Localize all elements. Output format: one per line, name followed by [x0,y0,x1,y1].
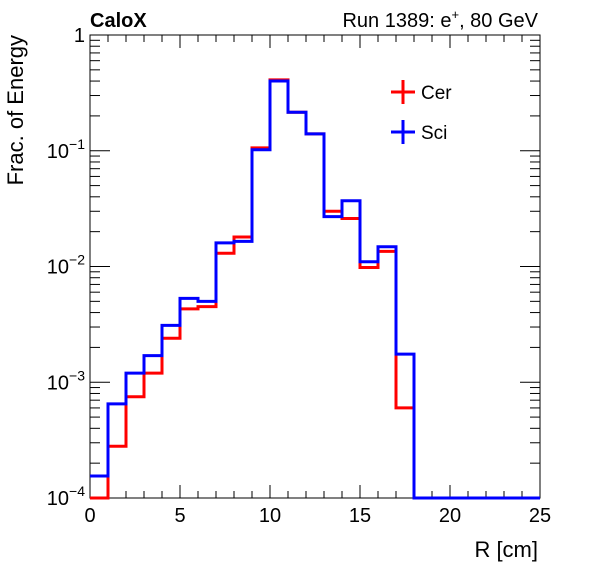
y-tick-label: 10−1 [47,136,85,163]
x-tick-label: 0 [84,505,95,527]
run-label: Run 1389: e+, 80 GeV [342,7,538,32]
legend: Cer Sci [391,80,452,144]
y-tick-label: 10−2 [47,252,85,279]
series-layer [90,78,540,500]
x-tick-label: 5 [174,505,185,527]
y-tick-label: 10−3 [47,367,85,394]
y-tick-label: 1 [74,25,85,47]
y-tick-label: 10−4 [47,483,85,510]
x-tick-label: 10 [259,505,281,527]
plot-frame [89,34,541,499]
x-tick-label: 20 [439,505,461,527]
plot-area-border [89,34,541,499]
calox-label: CaloX [90,10,147,32]
series-cer-line [90,78,540,500]
run-label-suffix: , 80 GeV [459,10,539,32]
legend-label-cer: Cer [421,83,452,104]
y-axis-label: Frac. of Energy [3,35,28,185]
run-label-sup: + [451,7,459,22]
x-tick-label: 25 [529,505,551,527]
x-axis-label: R [cm] [474,537,538,562]
run-label-prefix: Run 1389: e [342,10,451,32]
x-tick-label: 15 [349,505,371,527]
legend-label-sci: Sci [421,123,447,144]
axis-ticks: 0 5 10 15 20 25 10−4 10−3 10−2 10−1 1 [47,25,551,527]
series-sci-line [90,79,540,500]
